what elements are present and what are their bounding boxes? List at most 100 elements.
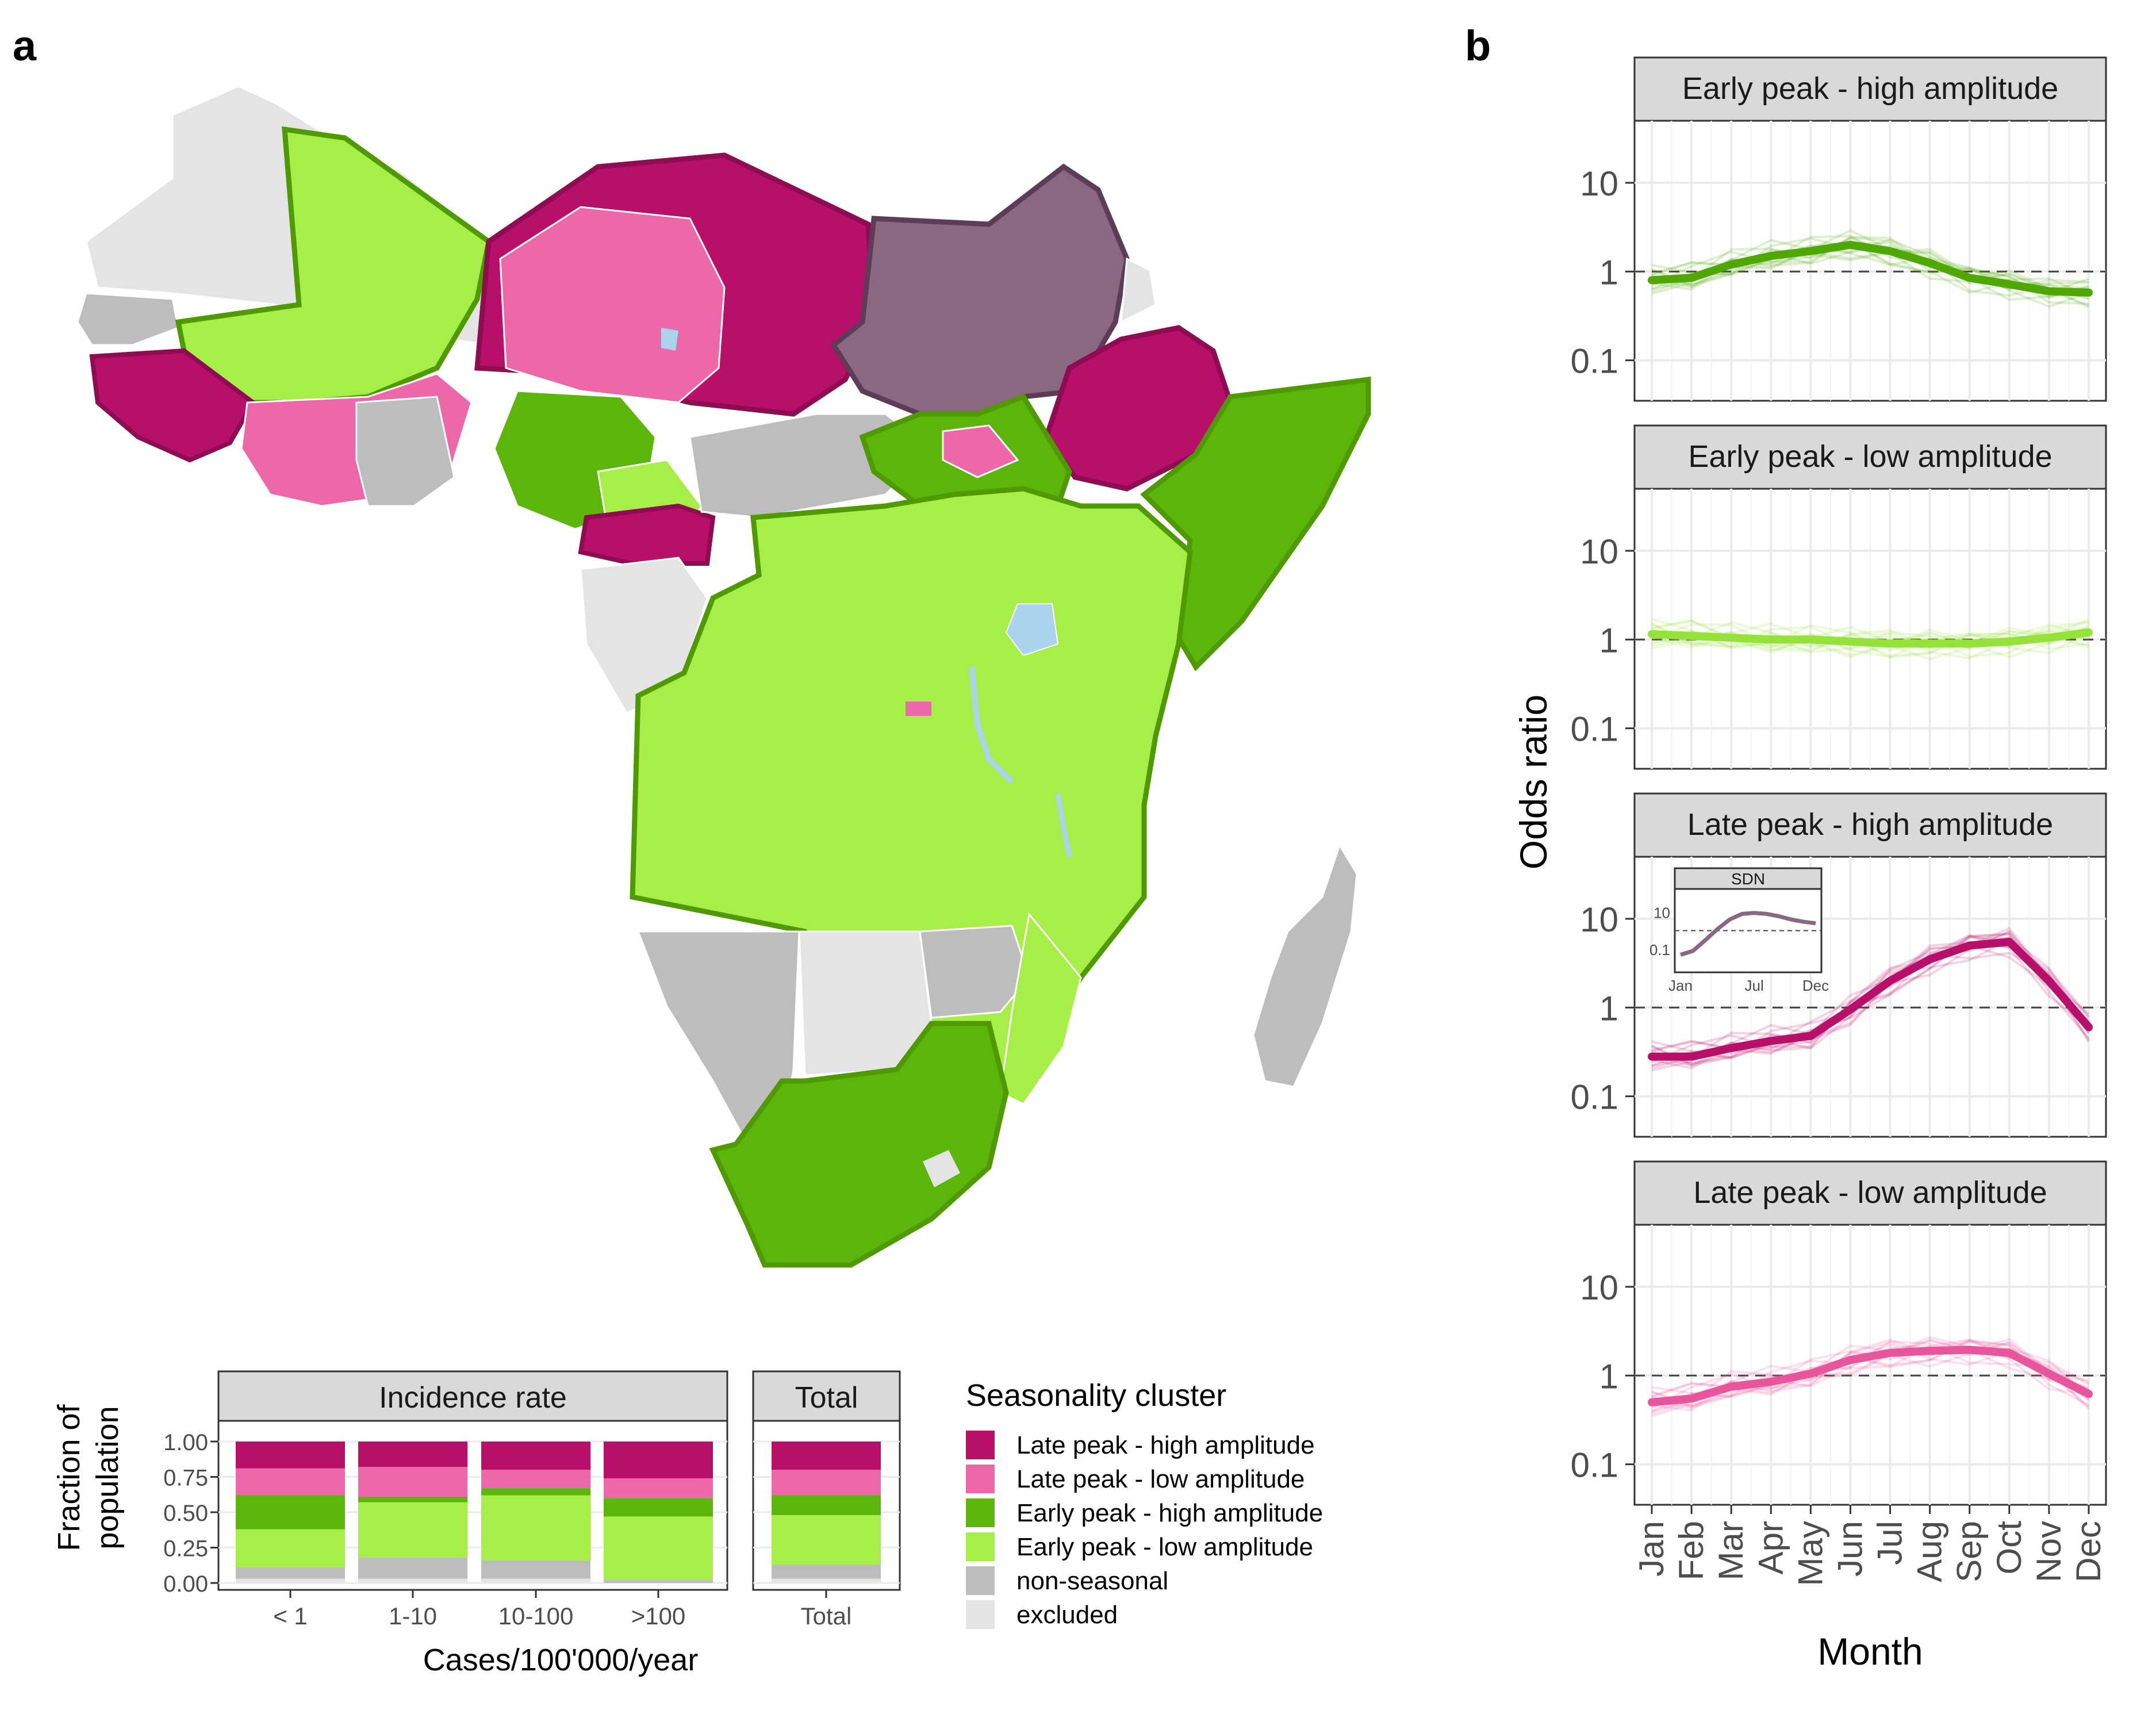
y-tick-label: 0.1 — [1571, 1078, 1618, 1117]
seasonality-legend: Seasonality cluster Late peak - high amp… — [966, 1378, 1323, 1629]
odds-x-label: Month — [1817, 1630, 1923, 1673]
bar-segment — [358, 1442, 467, 1467]
odds-y-label: Odds ratio — [1512, 695, 1555, 869]
inset-title: SDN — [1731, 870, 1765, 888]
map-region-mozambique — [999, 912, 1082, 1105]
series-line — [1648, 1346, 2093, 1406]
month-tick-label: Oct — [1990, 1521, 2028, 1575]
map-region-madagascar — [1252, 843, 1358, 1088]
bar-segment — [236, 1442, 345, 1469]
panel-label-a: a — [13, 22, 37, 70]
facet-title: Early peak - low amplitude — [1688, 439, 2052, 474]
bar-segment — [358, 1496, 467, 1502]
bar-y-tick-label: 0.50 — [163, 1501, 208, 1526]
y-tick-label: 1 — [1599, 253, 1618, 292]
bar-segment — [772, 1442, 881, 1470]
map-region-horn — [1140, 376, 1371, 672]
month-tick-label: Aug — [1911, 1521, 1949, 1582]
bar-segment — [604, 1516, 713, 1581]
y-tick-label: 10 — [1580, 532, 1618, 571]
month-tick-label: Dec — [2069, 1521, 2108, 1582]
month-tick-label: Jun — [1831, 1521, 1869, 1577]
legend-label: Early peak - high amplitude — [1016, 1499, 1323, 1527]
bar-x-tick-label: < 1 — [273, 1603, 308, 1630]
map-region-cameroon — [578, 503, 716, 566]
bar-facet-title: Total — [795, 1381, 858, 1414]
legend-label: Early peak - low amplitude — [1016, 1533, 1313, 1561]
inset-x-tick-label: Jul — [1745, 977, 1764, 994]
bar-y-tick-label: 0.75 — [163, 1466, 208, 1491]
map-region-west-coast — [89, 348, 256, 463]
bar-segment — [236, 1495, 345, 1529]
facet-title: Late peak - high amplitude — [1687, 807, 2053, 842]
bar-segment — [604, 1478, 713, 1498]
bar-segment — [236, 1578, 345, 1583]
bar-facet-title: Incidence rate — [379, 1381, 567, 1414]
legend-swatch — [966, 1600, 995, 1629]
bar-segment — [481, 1560, 590, 1579]
map-region-sudan — [830, 163, 1130, 428]
bar-segment — [481, 1495, 590, 1561]
map-patch-late-low — [906, 702, 931, 716]
map-region-lesotho — [923, 1150, 960, 1187]
facet-strip — [1633, 1160, 2107, 1226]
inset-y-tick-label: 10 — [1654, 904, 1670, 921]
bar-segment — [481, 1470, 590, 1489]
map-lake-victoria — [1005, 603, 1059, 657]
month-axis: Jan Feb Mar Apr May Jun Jul Aug Sep Oct Nov Dec — [1632, 1505, 2108, 1586]
bar-y-label-line1: Fraction of — [52, 1404, 86, 1551]
legend-title: Seasonality cluster — [966, 1378, 1226, 1413]
bar-segment — [481, 1578, 590, 1583]
bar-segment — [772, 1515, 881, 1565]
y-tick-label: 0.1 — [1571, 1446, 1618, 1485]
series-line — [1648, 938, 2093, 1061]
bar-x-tick-label: >100 — [631, 1603, 686, 1630]
bar-segment — [772, 1470, 881, 1496]
legend-label: Late peak - high amplitude — [1016, 1431, 1315, 1459]
odds-ratio-facets: Early peak - high amplitude 0.1 1 10 Early p… — [1571, 56, 2107, 1506]
bar-segment — [236, 1468, 345, 1496]
bar-y-tick-label: 1.00 — [163, 1430, 208, 1455]
bar-x-label: Cases/100'000/year — [423, 1643, 699, 1677]
y-tick-label: 10 — [1580, 1268, 1618, 1307]
bar-segment — [481, 1442, 590, 1470]
month-tick-label: Mar — [1712, 1521, 1750, 1580]
bar-facet-strip — [752, 1370, 901, 1422]
month-tick-label: May — [1791, 1521, 1829, 1586]
map-region-south-sudan-late — [942, 424, 1019, 478]
legend-label: Late peak - low amplitude — [1016, 1465, 1305, 1493]
bar-segment — [358, 1578, 467, 1583]
series-line — [1648, 240, 2093, 297]
bar-segment — [604, 1442, 713, 1478]
facet-title: Late peak - low amplitude — [1693, 1175, 2047, 1210]
legend-label: excluded — [1016, 1601, 1118, 1629]
bar-x-tick-label: 1-10 — [389, 1603, 437, 1630]
bar-segment — [358, 1557, 467, 1579]
bar-segment — [772, 1578, 881, 1583]
bar-facet-strip — [217, 1370, 728, 1422]
series-line — [1648, 628, 2093, 648]
bar-segment — [481, 1488, 590, 1496]
bar-x-tick-label: Total — [801, 1603, 852, 1630]
legend-swatch — [966, 1532, 995, 1561]
bar-y-tick-label: 0.00 — [163, 1571, 208, 1597]
bar-x-tick-label: 10-100 — [498, 1603, 574, 1630]
bar-segment — [358, 1467, 467, 1497]
legend-label: non-seasonal — [1016, 1567, 1168, 1595]
y-tick-label: 10 — [1580, 900, 1618, 939]
y-tick-label: 1 — [1599, 621, 1618, 660]
map-region-ghana — [355, 396, 455, 507]
y-tick-label: 1 — [1599, 989, 1618, 1028]
map-lake-malawi — [1055, 793, 1072, 857]
legend-swatch — [966, 1498, 995, 1527]
sdn-inset: SDN 10 0.1 Jan Jul Dec — [1649, 867, 1829, 994]
bar-segment — [604, 1580, 713, 1583]
month-tick-label: Nov — [2030, 1521, 2068, 1582]
incidence-bar-chart: Incidence rate Total 0.00 0.25 0.50 0.75 1.00… — [52, 1370, 901, 1677]
legend-swatch — [966, 1465, 995, 1493]
panel-label-b: b — [1465, 22, 1491, 70]
bar-segment — [772, 1565, 881, 1579]
bar-segment — [772, 1495, 881, 1515]
map-lake-tanganyika — [969, 666, 1014, 784]
